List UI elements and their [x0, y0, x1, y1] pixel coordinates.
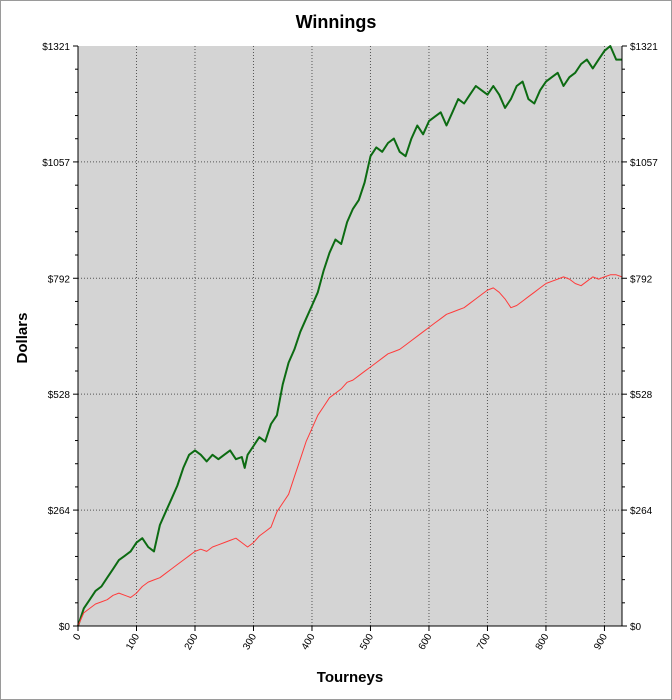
x-tick-label: 400 — [300, 632, 318, 652]
x-tick-label: 900 — [592, 632, 610, 652]
y-tick-label-right: $528 — [630, 390, 653, 401]
y-tick-label-left: $528 — [48, 390, 71, 401]
y-tick-label-left: $1057 — [42, 158, 70, 169]
y-tick-label-right: $0 — [630, 622, 642, 633]
x-axis-title: Tourneys — [317, 669, 383, 686]
plot-area — [78, 46, 622, 626]
y-tick-label-right: $1057 — [630, 158, 658, 169]
y-tick-label-right: $792 — [630, 274, 653, 285]
series-line-green — [77, 45, 622, 627]
x-tick-label: 100 — [124, 632, 142, 652]
x-tick-label: 700 — [475, 632, 493, 652]
chart-title: Winnings — [296, 12, 377, 32]
x-tick-label: 200 — [183, 632, 201, 652]
y-tick-label-left: $792 — [48, 274, 71, 285]
grid-lines — [78, 46, 622, 626]
x-tick-label: 0 — [71, 632, 84, 643]
y-tick-label-left: $0 — [59, 622, 71, 633]
y-tick-label-left: $264 — [48, 506, 71, 517]
x-tick-label: 600 — [417, 632, 435, 652]
axis-ticks: $0 $0 $264 $264 $528 $528 $792 $792 $1057 $1057 $1… — [42, 42, 658, 652]
y-tick-label-right: $264 — [630, 506, 653, 517]
x-tick-label: 800 — [534, 632, 552, 652]
y-tick-label-right: $1321 — [630, 42, 658, 53]
y-tick-label-left: $1321 — [42, 42, 70, 53]
y-axis-title: Dollars — [14, 313, 31, 364]
series-lines — [77, 45, 623, 627]
x-tick-label: 500 — [358, 632, 376, 652]
series-line-red — [77, 274, 623, 627]
x-tick-label: 300 — [241, 632, 259, 652]
